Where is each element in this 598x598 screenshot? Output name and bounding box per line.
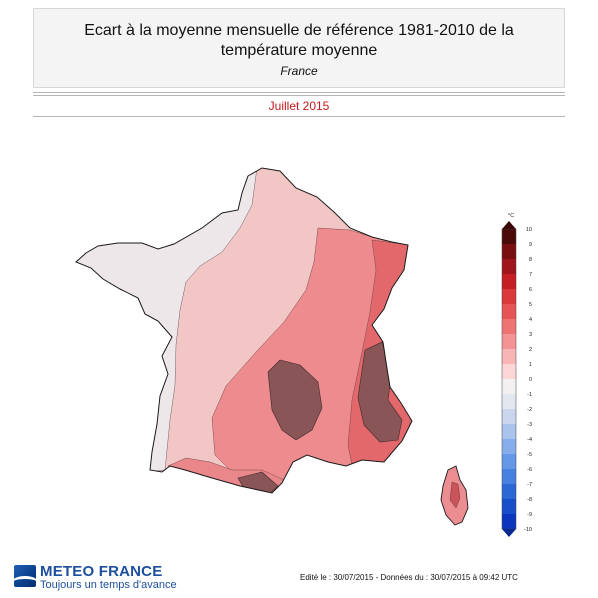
colorbar-step (502, 514, 516, 530)
colorbar-step (502, 484, 516, 500)
colorbar-tick-label: 10 (526, 227, 532, 233)
colorbar-tick-label: -7 (527, 482, 532, 488)
colorbar-tick-label: 9 (529, 242, 532, 248)
colorbar-unit: °C (508, 213, 514, 219)
colorbar-step (502, 469, 516, 485)
colorbar-tick-label: 8 (529, 257, 532, 263)
colorbar-step (502, 229, 516, 245)
period-label: Juillet 2015 (268, 99, 330, 113)
colorbar-tick-label: 7 (529, 272, 532, 278)
colorbar-tick-label: -9 (527, 512, 532, 518)
colorbar-step (502, 499, 516, 515)
colorbar-cap-bottom (502, 529, 516, 537)
colorbar-step (502, 364, 516, 380)
colorbar-tick-label: 1 (529, 362, 532, 368)
colorbar-step (502, 289, 516, 305)
colorbar-step (502, 439, 516, 455)
corsica (440, 465, 469, 526)
france-map (75, 167, 469, 526)
colorbar-step (502, 394, 516, 410)
colorbar-step (502, 244, 516, 260)
colorbar-step (502, 334, 516, 350)
colorbar-step (502, 424, 516, 440)
divider-top (33, 92, 565, 93)
colorbar-step (502, 454, 516, 470)
colorbar-tick-label: 2 (529, 347, 532, 353)
meteo-france-logo-icon (14, 565, 36, 587)
brand-name: METEO FRANCE (40, 563, 163, 580)
colorbar-tick-label: 4 (529, 317, 532, 323)
map-title: Ecart à la moyenne mensuelle de référenc… (84, 22, 514, 59)
colorbar-cap-top (502, 221, 516, 229)
title-box: Ecart à la moyenne mensuelle de référenc… (33, 8, 565, 88)
colorbar-tick-label: -5 (527, 452, 532, 458)
colorbar-tick-label: -8 (527, 497, 532, 503)
brand-tagline: Toujours un temps d'avance (40, 579, 177, 591)
colorbar-tick-label: -6 (527, 467, 532, 473)
colorbar-tick-label: 0 (529, 377, 532, 383)
map-subtitle: France (280, 64, 318, 78)
edition-note: Edité le : 30/07/2015 - Données du : 30/… (300, 573, 518, 582)
colorbar-step (502, 304, 516, 320)
divider-bottom (33, 116, 565, 117)
colorbar-tick-label: 5 (529, 302, 532, 308)
colorbar-tick-label: -10 (524, 527, 532, 533)
colorbar-step (502, 379, 516, 395)
colorbar-tick-label: -1 (527, 392, 532, 398)
colorbar-tick-label: -3 (527, 422, 532, 428)
massif-central-hot (267, 359, 323, 441)
corsica-hot-core (449, 481, 461, 509)
colorbar-tick-label: -4 (527, 437, 532, 443)
colorbar-tick-label: 3 (529, 332, 532, 338)
colorbar-step (502, 409, 516, 425)
meteo-france-logo: METEO FRANCE Toujours un temps d'avance (12, 562, 202, 592)
colorbar-tick-label: -2 (527, 407, 532, 413)
divider-top-2 (33, 95, 565, 96)
mainland-outline (75, 167, 413, 494)
colorbar-tick-label: 6 (529, 287, 532, 293)
colorbar-step (502, 319, 516, 335)
colorbar-step (502, 274, 516, 290)
colorbar-step (502, 349, 516, 365)
colorbar-step (502, 259, 516, 275)
